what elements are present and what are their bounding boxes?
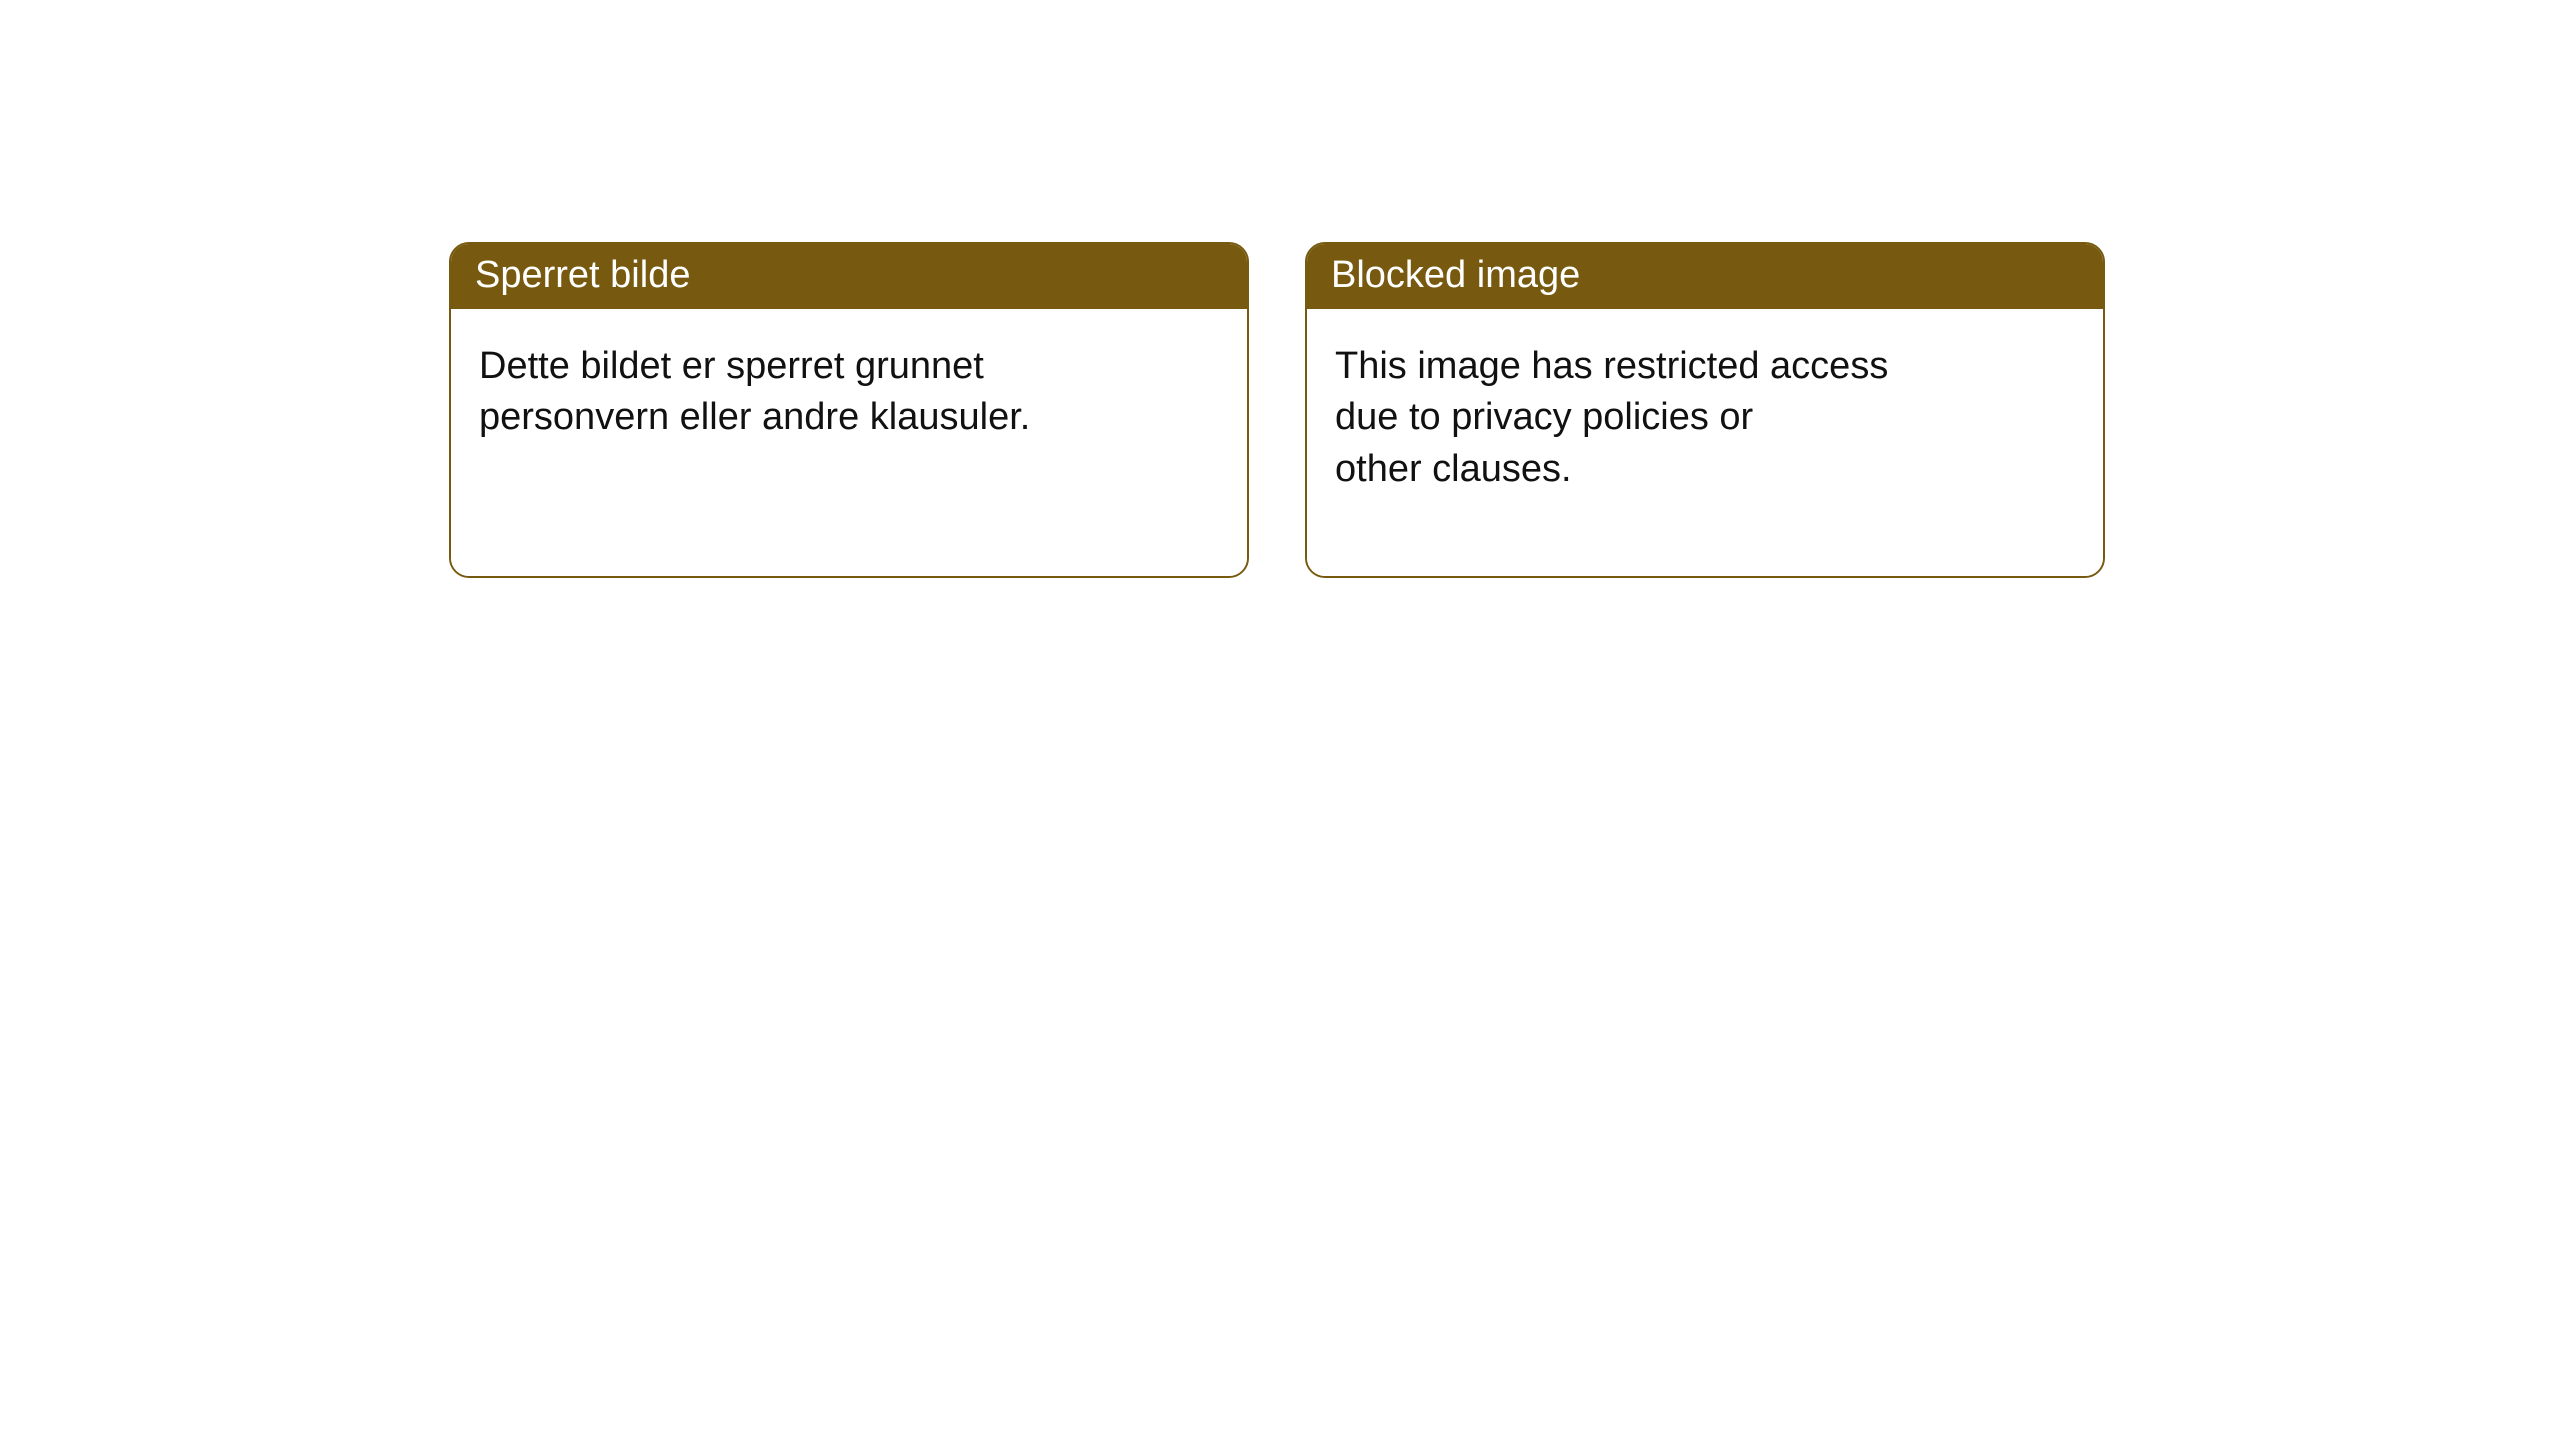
notice-body-text-no: Dette bildet er sperret grunnet personve… — [479, 341, 1219, 444]
notice-header-no: Sperret bilde — [451, 244, 1247, 309]
notice-title-no: Sperret bilde — [475, 254, 690, 296]
notice-card-en: Blocked image This image has restricted … — [1305, 242, 2105, 578]
notice-header-en: Blocked image — [1307, 244, 2103, 309]
notice-container: Sperret bilde Dette bildet er sperret gr… — [449, 242, 2105, 578]
notice-body-en: This image has restricted access due to … — [1307, 309, 2103, 576]
notice-body-no: Dette bildet er sperret grunnet personve… — [451, 309, 1247, 576]
notice-card-no: Sperret bilde Dette bildet er sperret gr… — [449, 242, 1249, 578]
notice-body-text-en: This image has restricted access due to … — [1335, 341, 2075, 495]
notice-title-en: Blocked image — [1331, 254, 1580, 296]
